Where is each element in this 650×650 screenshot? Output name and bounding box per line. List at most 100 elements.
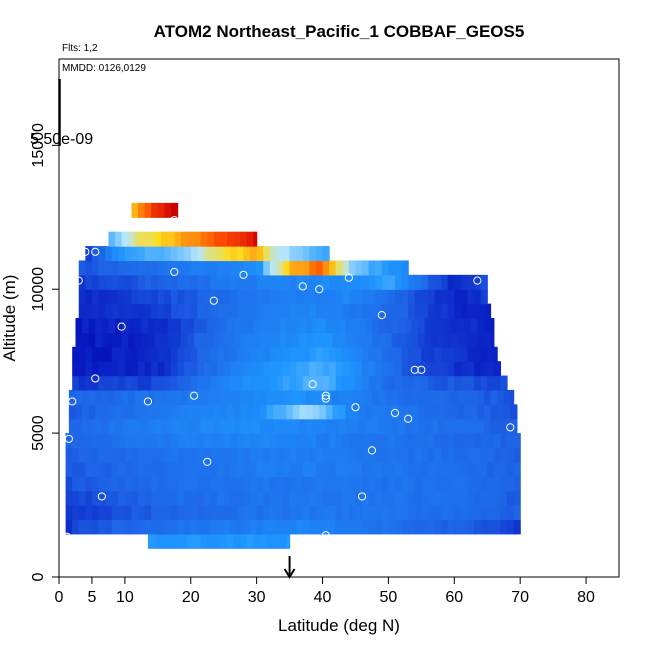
heatmap-cell bbox=[302, 303, 310, 319]
heatmap-cell bbox=[434, 447, 442, 463]
heatmap-cell bbox=[391, 318, 399, 333]
heatmap-cell bbox=[322, 433, 330, 449]
heatmap-cell bbox=[220, 318, 228, 333]
heatmap-cell bbox=[197, 461, 205, 477]
heatmap-cell bbox=[408, 505, 416, 521]
heatmap-cell bbox=[388, 361, 396, 377]
heatmap-cell bbox=[217, 346, 225, 362]
heatmap-cell bbox=[194, 231, 202, 247]
heatmap-cell bbox=[203, 461, 212, 477]
heatmap-cell bbox=[447, 519, 455, 535]
heatmap-cell bbox=[480, 519, 488, 535]
y-tick-label: 10000 bbox=[30, 267, 47, 312]
heatmap-cell bbox=[411, 404, 419, 420]
heatmap-cell bbox=[431, 404, 439, 420]
heatmap-cell bbox=[348, 274, 357, 290]
heatmap-cell bbox=[98, 490, 106, 506]
observation-point bbox=[321, 394, 330, 403]
heatmap-cell bbox=[72, 375, 80, 391]
heatmap-cell bbox=[197, 289, 205, 305]
heatmap-cell bbox=[78, 346, 86, 362]
heatmap-cell bbox=[490, 332, 495, 348]
heatmap-cell bbox=[91, 519, 100, 535]
heatmap-cell bbox=[85, 346, 93, 362]
heatmap-cell bbox=[424, 332, 432, 348]
heatmap-cell bbox=[500, 375, 508, 391]
heatmap-cell bbox=[180, 389, 189, 405]
heatmap-cell bbox=[131, 202, 139, 218]
heatmap-cell bbox=[200, 231, 208, 247]
heatmap-cell bbox=[385, 404, 393, 420]
heatmap-cell bbox=[154, 318, 162, 333]
heatmap-cell bbox=[240, 404, 248, 420]
heatmap-cell bbox=[424, 418, 432, 434]
heatmap-cell bbox=[230, 505, 238, 521]
heatmap-cell bbox=[91, 447, 100, 463]
heatmap-cell bbox=[474, 375, 482, 391]
heatmap-cell bbox=[131, 505, 139, 521]
heatmap-cell bbox=[319, 318, 327, 333]
heatmap-cell bbox=[434, 433, 442, 449]
heatmap-cell bbox=[190, 289, 198, 305]
heatmap-cell bbox=[513, 519, 521, 535]
heatmap-cell bbox=[427, 447, 436, 463]
heatmap-cell bbox=[177, 303, 185, 319]
heatmap-cell bbox=[184, 346, 192, 362]
heatmap-cell bbox=[91, 361, 100, 377]
heatmap-cell bbox=[134, 231, 142, 247]
heatmap-cell bbox=[230, 375, 238, 391]
heatmap-cell bbox=[85, 289, 93, 305]
heatmap-cell bbox=[276, 361, 284, 377]
heatmap-cell bbox=[342, 433, 350, 449]
heatmap-cell bbox=[171, 303, 179, 319]
observation-point bbox=[117, 322, 126, 331]
heatmap-cell bbox=[157, 519, 166, 535]
heatmap-cell bbox=[454, 447, 462, 463]
heatmap-cell bbox=[329, 476, 337, 492]
heatmap-cell bbox=[108, 318, 116, 333]
heatmap-cell bbox=[233, 533, 241, 549]
heatmap-cell bbox=[348, 303, 357, 319]
heatmap-cell bbox=[329, 447, 337, 463]
heatmap-cell bbox=[329, 461, 337, 477]
heatmap-cell bbox=[296, 274, 304, 290]
heatmap-cell bbox=[460, 274, 469, 290]
y-tick-label: 15000 bbox=[30, 123, 47, 168]
heatmap-cell bbox=[174, 318, 182, 333]
heatmap-cell bbox=[164, 433, 172, 449]
heatmap-cell bbox=[174, 404, 182, 420]
heatmap-cell bbox=[490, 389, 498, 405]
heatmap-cell bbox=[171, 505, 179, 521]
heatmap-cell bbox=[203, 260, 212, 276]
heatmap-cell bbox=[368, 260, 376, 276]
heatmap-cell bbox=[223, 476, 231, 492]
heatmap-cell bbox=[457, 418, 465, 434]
heatmap-cell bbox=[164, 246, 172, 262]
heatmap-cell bbox=[493, 375, 502, 391]
heatmap-cell bbox=[371, 332, 380, 348]
heatmap-cell bbox=[213, 404, 222, 420]
heatmap-cell bbox=[315, 461, 324, 477]
heatmap-cell bbox=[105, 346, 113, 362]
heatmap-cell bbox=[362, 274, 370, 290]
heatmap-cell bbox=[368, 490, 376, 506]
heatmap-cell bbox=[141, 404, 149, 420]
heatmap-cell bbox=[421, 346, 429, 362]
heatmap-cell bbox=[236, 476, 245, 492]
heatmap-cell bbox=[487, 447, 495, 463]
heatmap-cell bbox=[296, 303, 304, 319]
heatmap-cell bbox=[167, 418, 175, 434]
observation-point bbox=[390, 408, 400, 418]
heatmap-cell bbox=[342, 289, 350, 305]
heatmap-cell bbox=[355, 447, 363, 463]
heatmap-cell bbox=[474, 447, 482, 463]
heatmap-cell bbox=[418, 404, 426, 420]
heatmap-cell bbox=[329, 260, 337, 276]
heatmap-cell bbox=[217, 476, 225, 492]
heatmap-cell bbox=[213, 389, 222, 405]
heatmap-cell bbox=[329, 303, 337, 319]
heatmap-cell bbox=[470, 318, 478, 333]
heatmap-cell bbox=[299, 318, 307, 333]
heatmap-cell bbox=[111, 346, 119, 362]
heatmap-cell bbox=[444, 389, 452, 405]
